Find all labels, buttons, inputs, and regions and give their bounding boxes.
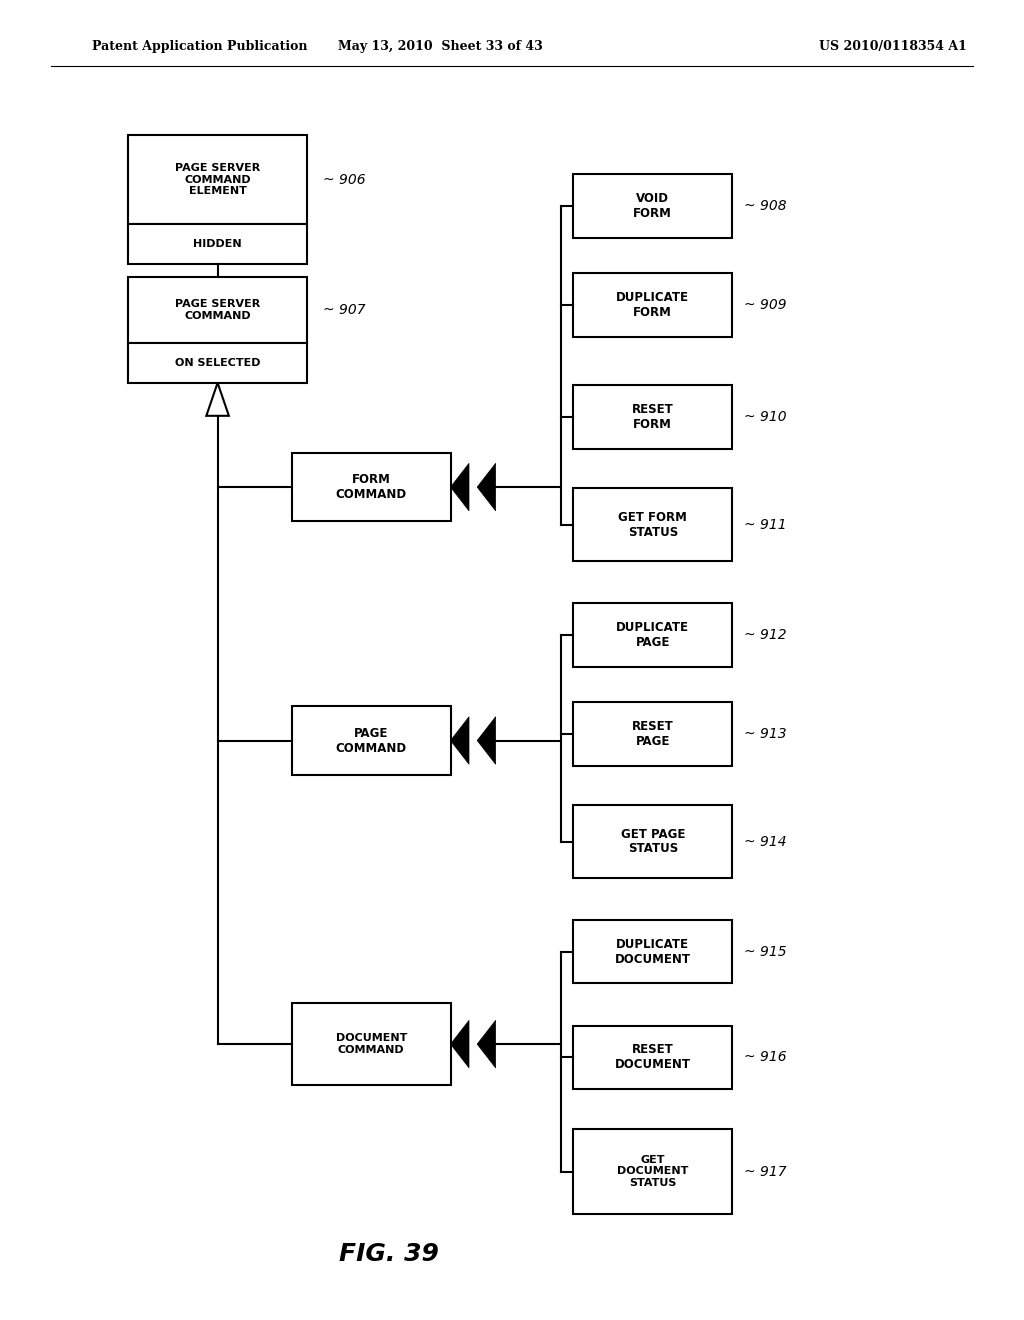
Text: ~ 914: ~ 914 <box>744 834 787 849</box>
Text: GET PAGE
STATUS: GET PAGE STATUS <box>621 828 685 855</box>
Text: PAGE
COMMAND: PAGE COMMAND <box>336 726 407 755</box>
Text: PAGE SERVER
COMMAND
ELEMENT: PAGE SERVER COMMAND ELEMENT <box>175 162 260 197</box>
FancyBboxPatch shape <box>573 273 732 337</box>
Polygon shape <box>206 383 229 416</box>
Text: ~ 916: ~ 916 <box>744 1051 787 1064</box>
FancyBboxPatch shape <box>128 277 307 343</box>
Polygon shape <box>477 717 496 764</box>
Text: Patent Application Publication: Patent Application Publication <box>92 40 307 53</box>
Text: US 2010/0118354 A1: US 2010/0118354 A1 <box>819 40 967 53</box>
FancyBboxPatch shape <box>573 1129 732 1214</box>
Text: ~ 917: ~ 917 <box>744 1164 787 1179</box>
Text: ~ 906: ~ 906 <box>323 173 366 186</box>
Polygon shape <box>477 1020 496 1068</box>
FancyBboxPatch shape <box>573 702 732 766</box>
FancyBboxPatch shape <box>292 1003 451 1085</box>
Text: ~ 907: ~ 907 <box>323 304 366 317</box>
Text: PAGE SERVER
COMMAND: PAGE SERVER COMMAND <box>175 300 260 321</box>
Text: GET
DOCUMENT
STATUS: GET DOCUMENT STATUS <box>617 1155 688 1188</box>
Text: ON SELECTED: ON SELECTED <box>175 358 260 368</box>
Polygon shape <box>451 463 469 511</box>
Text: DOCUMENT
COMMAND: DOCUMENT COMMAND <box>336 1034 407 1055</box>
FancyBboxPatch shape <box>573 805 732 878</box>
Text: VOID
FORM: VOID FORM <box>634 191 672 220</box>
Text: ~ 910: ~ 910 <box>744 411 787 424</box>
FancyBboxPatch shape <box>128 343 307 383</box>
Text: ~ 911: ~ 911 <box>744 517 787 532</box>
Text: ~ 912: ~ 912 <box>744 628 787 642</box>
FancyBboxPatch shape <box>573 1026 732 1089</box>
Text: DUPLICATE
DOCUMENT: DUPLICATE DOCUMENT <box>614 937 691 966</box>
Text: RESET
PAGE: RESET PAGE <box>632 719 674 748</box>
Text: DUPLICATE
PAGE: DUPLICATE PAGE <box>616 620 689 649</box>
Text: DUPLICATE
FORM: DUPLICATE FORM <box>616 290 689 319</box>
Text: ~ 909: ~ 909 <box>744 298 787 312</box>
Text: HIDDEN: HIDDEN <box>194 239 242 249</box>
FancyBboxPatch shape <box>128 224 307 264</box>
Polygon shape <box>451 1020 469 1068</box>
Polygon shape <box>451 717 469 764</box>
Text: May 13, 2010  Sheet 33 of 43: May 13, 2010 Sheet 33 of 43 <box>338 40 543 53</box>
Text: RESET
FORM: RESET FORM <box>632 403 674 432</box>
Text: FIG. 39: FIG. 39 <box>339 1242 439 1266</box>
FancyBboxPatch shape <box>573 488 732 561</box>
FancyBboxPatch shape <box>573 603 732 667</box>
Text: ~ 913: ~ 913 <box>744 727 787 741</box>
FancyBboxPatch shape <box>128 135 307 224</box>
FancyBboxPatch shape <box>292 706 451 775</box>
FancyBboxPatch shape <box>573 174 732 238</box>
Text: GET FORM
STATUS: GET FORM STATUS <box>618 511 687 539</box>
Text: ~ 908: ~ 908 <box>744 199 787 213</box>
Text: RESET
DOCUMENT: RESET DOCUMENT <box>614 1043 691 1072</box>
FancyBboxPatch shape <box>573 385 732 449</box>
Text: ~ 915: ~ 915 <box>744 945 787 958</box>
FancyBboxPatch shape <box>573 920 732 983</box>
Text: FORM
COMMAND: FORM COMMAND <box>336 473 407 502</box>
FancyBboxPatch shape <box>292 453 451 521</box>
Polygon shape <box>477 463 496 511</box>
